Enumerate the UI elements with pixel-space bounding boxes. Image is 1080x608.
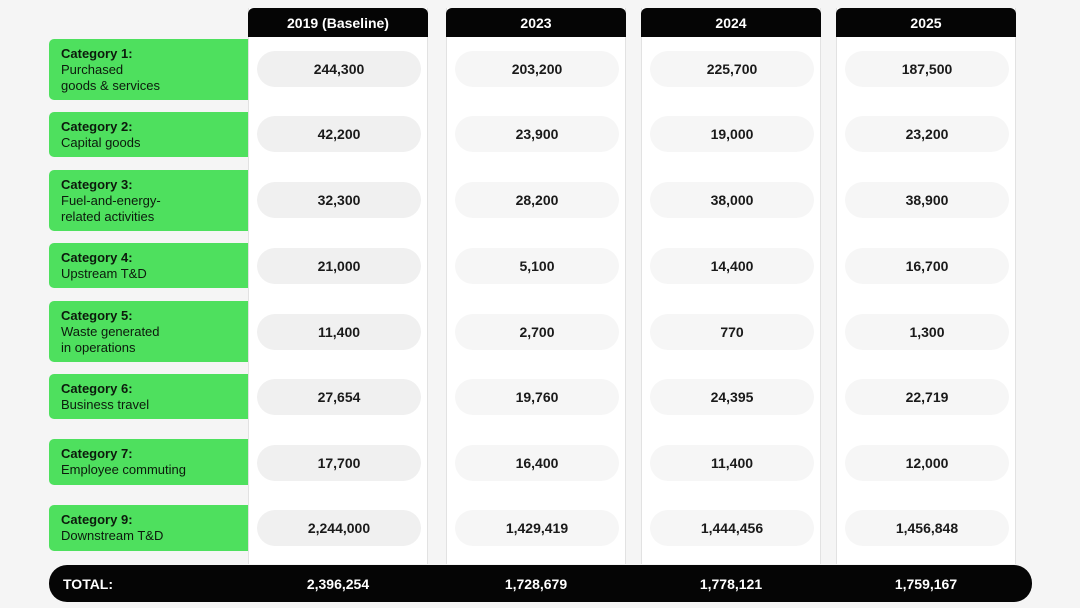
category-description: Downstream T&D bbox=[61, 528, 164, 543]
category-title: Category 1: bbox=[61, 45, 133, 61]
category-title: Category 2: bbox=[61, 118, 133, 134]
category-title: Category 3: bbox=[61, 176, 133, 192]
value-cell: 187,500 bbox=[845, 51, 1009, 87]
category-description: Capital goods bbox=[61, 134, 141, 150]
total-value: 2,396,254 bbox=[306, 575, 370, 592]
category-title: Category 9: bbox=[61, 512, 133, 527]
value-cell: 12,000 bbox=[845, 445, 1009, 481]
value-cell: 17,700 bbox=[257, 445, 421, 481]
value-cell: 1,429,419 bbox=[455, 510, 619, 546]
category-description: Business travel bbox=[61, 396, 150, 412]
category-label: Category 9: Downstream T&D bbox=[49, 505, 248, 551]
value-cell: 28,200 bbox=[455, 182, 619, 218]
column-1: 2023 203,200 23,900 28,200 5,100 2,700 19,760 1… bbox=[446, 8, 626, 564]
value-cell: 16,700 bbox=[845, 248, 1009, 284]
value-cell: 16,400 bbox=[455, 445, 619, 481]
value-cell: 24,395 bbox=[650, 379, 814, 415]
value-cell: 14,400 bbox=[650, 248, 814, 284]
category-title: Category 7: bbox=[61, 446, 133, 461]
total-row: TOTAL: 2,396,254 1,728,679 1,778,121 1,759,… bbox=[49, 565, 1032, 602]
value-cell: 11,400 bbox=[257, 314, 421, 350]
value-cell: 2,700 bbox=[455, 314, 619, 350]
value-cell: 38,900 bbox=[845, 182, 1009, 218]
category-description: Upstream T&D bbox=[61, 265, 147, 281]
value-cell: 244,300 bbox=[257, 51, 421, 87]
column-header: 2024 bbox=[641, 8, 821, 37]
value-cell: 770 bbox=[650, 314, 814, 350]
total-value: 1,778,121 bbox=[699, 575, 763, 592]
category-title: Category 5: bbox=[61, 307, 133, 323]
category-title: Category 6: bbox=[61, 380, 133, 396]
category-description: Fuel-and-energy- related activities bbox=[61, 192, 161, 224]
value-cell: 19,000 bbox=[650, 116, 814, 152]
category-label: Category 5: Waste generated in operations bbox=[49, 301, 248, 362]
value-cell: 42,200 bbox=[257, 116, 421, 152]
column-header: 2019 (Baseline) bbox=[248, 8, 428, 37]
column-2: 2024 225,700 19,000 38,000 14,400 770 24,395 11… bbox=[641, 8, 821, 564]
value-cell: 27,654 bbox=[257, 379, 421, 415]
total-label: TOTAL: bbox=[63, 575, 114, 592]
value-cell: 2,244,000 bbox=[257, 510, 421, 546]
column-3: 2025 187,500 23,200 38,900 16,700 1,300 22,719… bbox=[836, 8, 1016, 564]
value-cell: 203,200 bbox=[455, 51, 619, 87]
column-0: 2019 (Baseline) 244,300 42,200 32,300 21,000… bbox=[248, 8, 428, 564]
column-header: 2025 bbox=[836, 8, 1016, 37]
category-title: Category 4: bbox=[61, 249, 133, 265]
category-label: Category 6: Business travel bbox=[49, 374, 248, 419]
value-cell: 19,760 bbox=[455, 379, 619, 415]
value-cell: 22,719 bbox=[845, 379, 1009, 415]
value-cell: 1,300 bbox=[845, 314, 1009, 350]
category-label: Category 4: Upstream T&D bbox=[49, 243, 248, 288]
value-cell: 38,000 bbox=[650, 182, 814, 218]
category-description: Waste generated in operations bbox=[61, 323, 160, 355]
value-cell: 5,100 bbox=[455, 248, 619, 284]
total-value: 1,728,679 bbox=[504, 575, 568, 592]
value-cell: 32,300 bbox=[257, 182, 421, 218]
category-label: Category 2: Capital goods bbox=[49, 112, 248, 157]
total-value: 1,759,167 bbox=[894, 575, 958, 592]
value-cell: 1,456,848 bbox=[845, 510, 1009, 546]
column-header: 2023 bbox=[446, 8, 626, 37]
category-description: Employee commuting bbox=[61, 462, 186, 477]
value-cell: 1,444,456 bbox=[650, 510, 814, 546]
category-label: Category 1: Purchased goods & services bbox=[49, 39, 248, 100]
category-label: Category 3: Fuel-and-energy- related acti… bbox=[49, 170, 248, 231]
value-cell: 23,200 bbox=[845, 116, 1009, 152]
category-description: Purchased goods & services bbox=[61, 61, 160, 93]
category-label: Category 7: Employee commuting bbox=[49, 439, 248, 485]
value-cell: 225,700 bbox=[650, 51, 814, 87]
value-cell: 11,400 bbox=[650, 445, 814, 481]
value-cell: 21,000 bbox=[257, 248, 421, 284]
value-cell: 23,900 bbox=[455, 116, 619, 152]
